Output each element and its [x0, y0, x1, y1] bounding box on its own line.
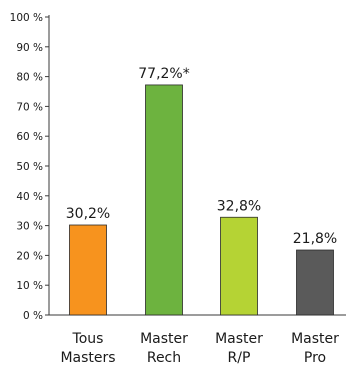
bar [220, 216, 258, 316]
x-category-label: Master [291, 331, 339, 347]
chart-labels: 30,2% Tous Masters 77,2%* Master Rech 32,8% Mas… [60, 66, 339, 366]
x-category-label: Rech [147, 350, 181, 366]
y-tick-label: 20 % [16, 250, 43, 262]
x-category-label: Master [215, 331, 263, 347]
y-tick-label: 50 % [16, 161, 43, 173]
x-category-label: Tous [72, 331, 104, 347]
chart-axes: 0 % 10 % 20 % 30 % 40 % 50 % 60 % 70 % 80 % 90 % 1… [10, 12, 346, 322]
y-tick-label: 0 % [23, 310, 43, 322]
x-category-label: R/P [228, 350, 251, 366]
bar-value-label: 32,8% [217, 198, 261, 214]
y-tick-label: 80 % [16, 72, 43, 84]
y-tick-label: 60 % [16, 131, 43, 143]
y-tick-label: 40 % [16, 191, 43, 203]
x-category-label: Masters [60, 350, 115, 366]
bar [69, 224, 107, 316]
x-category-label: Pro [304, 350, 326, 366]
y-tick-label: 70 % [16, 101, 43, 113]
bar-value-label: 77,2%* [138, 66, 189, 82]
chart-bars [69, 84, 334, 316]
y-tick-label: 10 % [16, 280, 43, 292]
y-tick-label: 90 % [16, 42, 43, 54]
bar [145, 84, 183, 316]
bar [296, 249, 334, 316]
y-tick-label: 100 % [10, 12, 43, 24]
y-tick-label: 30 % [16, 221, 43, 233]
bar-value-label: 21,8% [293, 231, 337, 247]
x-category-label: Master [140, 331, 188, 347]
bar-value-label: 30,2% [66, 206, 110, 222]
